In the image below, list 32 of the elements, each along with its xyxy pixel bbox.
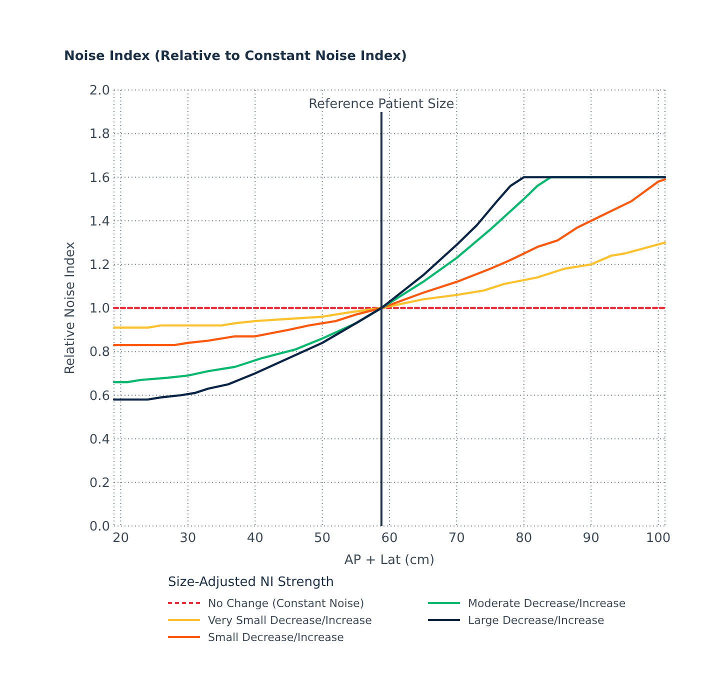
y-tick-label: 2.0 bbox=[89, 84, 110, 99]
y-tick-label: 1.0 bbox=[89, 302, 110, 317]
y-tick-label: 0.0 bbox=[89, 520, 110, 535]
y-tick-label: 1.8 bbox=[89, 127, 110, 142]
y-tick-label: 0.4 bbox=[89, 432, 110, 448]
x-tick-label: 60 bbox=[381, 531, 398, 546]
y-tick-label: 1.2 bbox=[89, 258, 110, 273]
x-tick-label: 90 bbox=[582, 531, 600, 546]
x-tick-label: 50 bbox=[314, 531, 331, 546]
y-tick-label: 1.4 bbox=[89, 214, 110, 230]
legend-label: No Change (Constant Noise) bbox=[208, 596, 364, 610]
y-axis-title: Relative Noise Index bbox=[63, 241, 78, 374]
legend-title: Size-Adjusted NI Strength bbox=[168, 575, 334, 590]
y-tick-label: 0.6 bbox=[89, 388, 110, 404]
x-tick-label: 20 bbox=[112, 531, 129, 546]
y-tick-label: 0.2 bbox=[89, 476, 110, 491]
ref-line-label: Reference Patient Size bbox=[308, 97, 454, 112]
x-tick-label: 100 bbox=[646, 531, 671, 546]
y-tick-label: 1.6 bbox=[89, 170, 110, 186]
x-tick-label: 40 bbox=[246, 531, 264, 546]
legend-label: Large Decrease/Increase bbox=[468, 614, 605, 627]
line-series bbox=[112, 178, 666, 346]
x-tick-label: 80 bbox=[516, 531, 532, 546]
legend-label: Moderate Decrease/Increase bbox=[468, 596, 626, 610]
legend-label: Small Decrease/Increase bbox=[208, 630, 344, 644]
chart-title: Noise Index (Relative to Constant Noise Index) bbox=[64, 49, 407, 64]
x-tick-label: 70 bbox=[448, 531, 465, 546]
y-tick-label: 0.8 bbox=[89, 345, 110, 360]
x-tick-label: 30 bbox=[180, 531, 196, 546]
line-series bbox=[112, 242, 666, 329]
legend-label: Very Small Decrease/Increase bbox=[208, 614, 372, 627]
x-axis-title: AP + Lat (cm) bbox=[344, 553, 435, 568]
